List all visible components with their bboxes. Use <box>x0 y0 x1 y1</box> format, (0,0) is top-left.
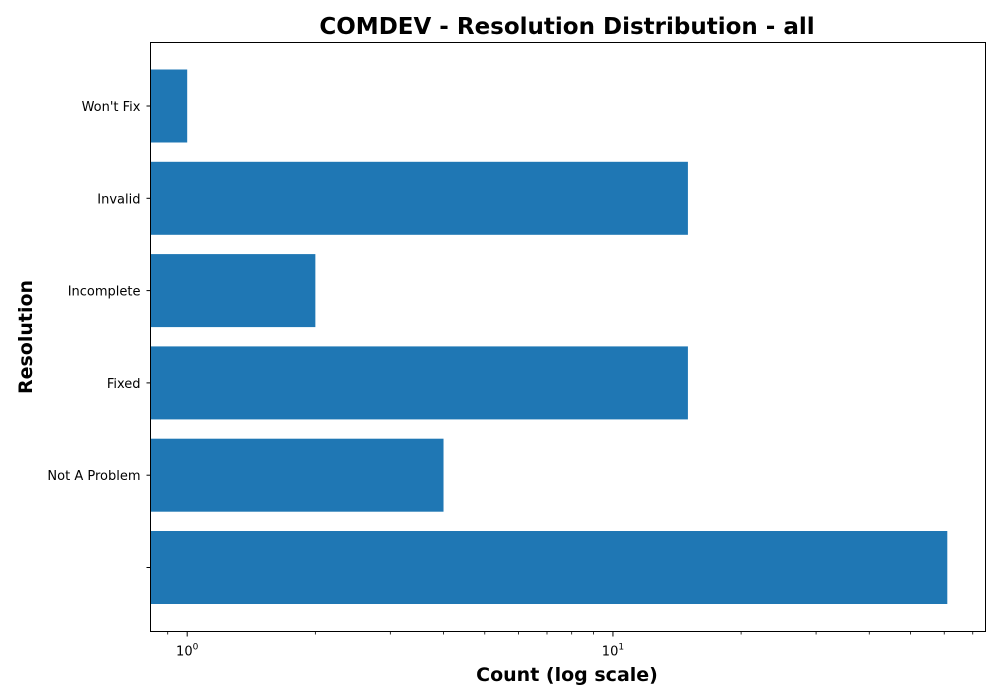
y-tick-label: Won't Fix <box>82 100 141 115</box>
bar <box>150 254 316 328</box>
y-tick-label: Incomplete <box>68 285 141 300</box>
x-axis-label: Count (log scale) <box>476 664 658 686</box>
y-tick-label: Fixed <box>107 377 141 392</box>
y-axis-label: Resolution <box>15 280 37 394</box>
x-tick-label: 100 <box>176 643 199 660</box>
bars-layer <box>150 69 948 604</box>
y-tick-label: Not A Problem <box>47 469 140 484</box>
chart-title: COMDEV - Resolution Distribution - all <box>319 14 814 40</box>
bar <box>150 438 444 512</box>
bar <box>150 161 688 235</box>
bar <box>150 346 688 420</box>
bar <box>150 69 188 143</box>
plot-frame <box>150 42 986 632</box>
y-tick-label: Invalid <box>97 192 140 207</box>
x-tick-label: 101 <box>602 643 624 660</box>
ticks-layer: Not A Problem Fixed Incomplete Invalid Won't… <box>47 100 974 660</box>
bar <box>150 531 948 604</box>
